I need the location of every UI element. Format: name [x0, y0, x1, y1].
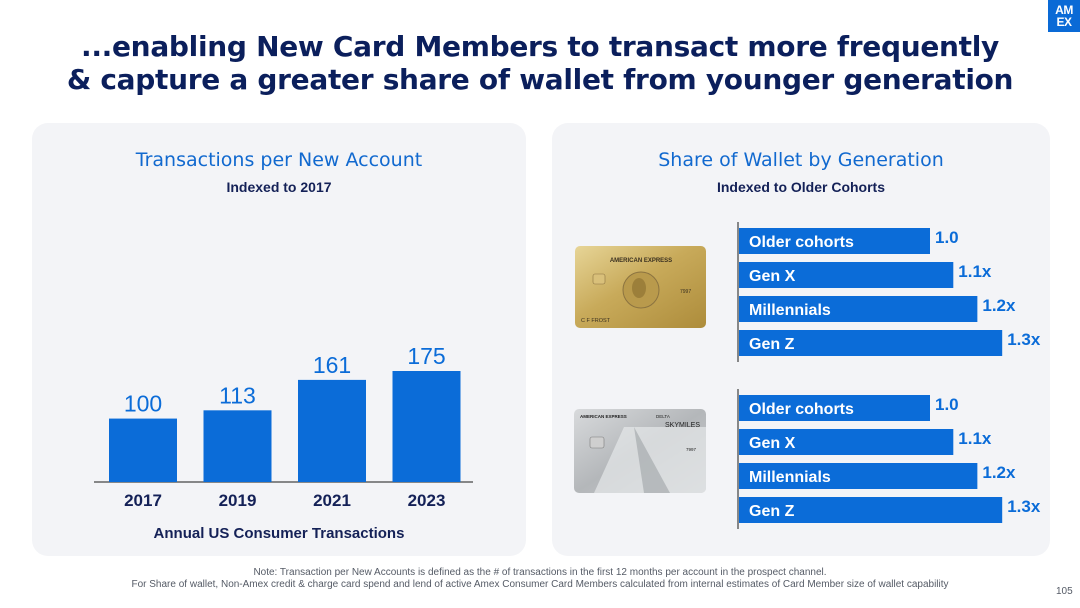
wallet-chart-title: Share of Wallet by Generation — [658, 149, 944, 171]
bar-2023 — [392, 371, 461, 482]
delta-card-partner: DELTA — [656, 414, 670, 419]
delta-card-number: 7997 — [686, 447, 697, 452]
delta-card-program: SKYMILES — [665, 422, 700, 429]
hbar-value-label: 1.2x — [982, 296, 1016, 315]
gold-card-number: 7997 — [680, 289, 691, 295]
share-of-wallet-bar-chart: Older cohorts 1.0 Gen X 1.1x Millennials 1.2x… — [737, 222, 1041, 529]
hbar-value-label: 1.3x — [1007, 330, 1041, 349]
slide-title-line-2: & capture a greater share of wallet from… — [66, 63, 1014, 96]
hbar-category-label: Millennials — [749, 469, 831, 486]
hbar-category-label: Gen X — [749, 435, 796, 452]
hbar-gen-z — [739, 330, 1003, 356]
x-tick-label: 2017 — [124, 491, 162, 510]
hbar-value-label: 1.3x — [1007, 497, 1041, 516]
hbar-millennials — [739, 463, 978, 489]
hbar-older-cohorts — [739, 395, 930, 421]
footnote: Note: Transaction per New Accounts is de… — [80, 567, 1000, 591]
hbar-category-label: Millennials — [749, 302, 831, 319]
hbar-category-label: Older cohorts — [749, 401, 854, 418]
transactions-x-axis-label: Annual US Consumer Transactions — [153, 525, 405, 542]
hbar-gen-x — [739, 262, 954, 288]
gold-card-issuer: AMERICAN EXPRESS — [610, 258, 672, 264]
bar-value-label: 100 — [124, 391, 162, 417]
hbar-older-cohorts — [739, 228, 930, 254]
transactions-chart-title: Transactions per New Account — [135, 149, 423, 171]
bar-value-label: 175 — [407, 343, 445, 369]
footnote-line-2: For Share of wallet, Non-Amex credit & c… — [131, 579, 949, 590]
hbar-category-label: Gen Z — [749, 503, 795, 520]
bar-value-label: 161 — [313, 352, 351, 378]
hbar-gen-x — [739, 429, 954, 455]
hbar-gen-z — [739, 497, 1003, 523]
slide-title-line-1: ...enabling New Card Members to transact… — [80, 30, 999, 63]
bar-2019 — [203, 410, 272, 482]
page-number: 105 — [1056, 586, 1073, 597]
x-tick-label: 2019 — [219, 491, 257, 510]
hbar-millennials — [739, 296, 978, 322]
bar-2017 — [109, 418, 177, 482]
footnote-line-1: Note: Transaction per New Accounts is de… — [253, 567, 827, 578]
hbar-category-label: Gen X — [749, 268, 796, 285]
delta-card-issuer: AMERICAN EXPRESS — [580, 414, 627, 419]
logo-line-2: EX — [1056, 15, 1072, 29]
hbar-value-label: 1.2x — [982, 463, 1016, 482]
hbar-value-label: 1.0 — [935, 228, 959, 247]
hbar-category-label: Gen Z — [749, 336, 795, 353]
bar-value-label: 113 — [219, 382, 256, 408]
x-tick-label: 2021 — [313, 491, 351, 510]
transactions-chart-subtitle: Indexed to 2017 — [226, 179, 332, 195]
gold-card-image: AMERICAN EXPRESS 7997 C F FROST — [575, 246, 706, 328]
hbar-value-label: 1.0 — [935, 395, 959, 414]
logo-line-1: AM — [1055, 3, 1073, 17]
slide-title: ...enabling New Card Members to transact… — [20, 30, 1060, 96]
bar-2021 — [298, 379, 366, 482]
hbar-value-label: 1.1x — [958, 429, 992, 448]
transactions-panel — [32, 123, 526, 556]
x-tick-label: 2023 — [408, 491, 446, 510]
hbar-category-label: Older cohorts — [749, 234, 854, 251]
amex-logo: AM EX — [1048, 0, 1080, 32]
hbar-value-label: 1.1x — [958, 262, 992, 281]
delta-skymiles-card-image: AMERICAN EXPRESS DELTA SKYMILES 7997 — [574, 409, 706, 493]
transactions-bar-chart: 100 2017 113 2019 161 2021 175 2023 — [94, 343, 473, 510]
wallet-chart-subtitle: Indexed to Older Cohorts — [716, 179, 885, 195]
gold-card-holder: C F FROST — [581, 318, 611, 324]
